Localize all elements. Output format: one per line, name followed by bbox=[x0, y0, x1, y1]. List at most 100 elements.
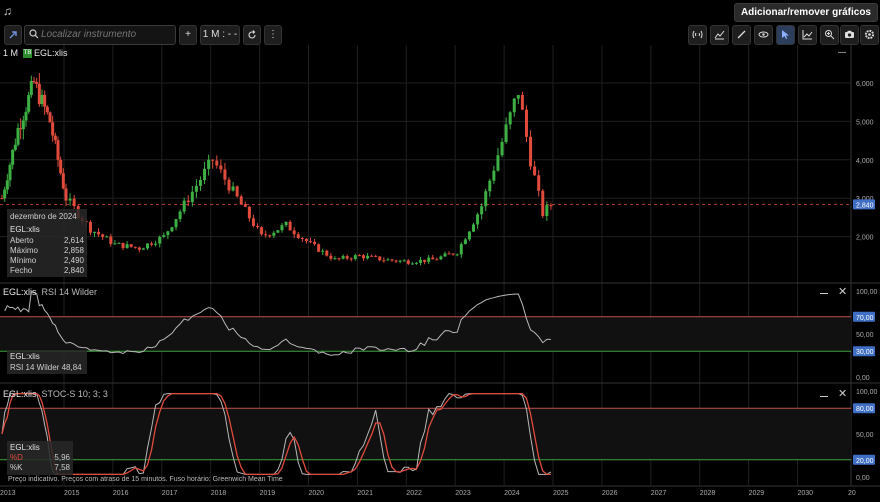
search-icon bbox=[29, 29, 39, 39]
symbol-label[interactable]: EGL:xlis bbox=[34, 48, 68, 58]
candle-body bbox=[0, 198, 4, 200]
stoch-minimize-icon[interactable] bbox=[820, 396, 828, 397]
year-axis-label: 2022 bbox=[406, 490, 422, 497]
rsi-minimize-icon[interactable] bbox=[820, 293, 828, 294]
more-vert-icon[interactable]: ⋮ bbox=[264, 25, 282, 45]
stoch-band bbox=[0, 408, 851, 460]
stoch-level-badge bbox=[853, 454, 875, 465]
candle-body bbox=[178, 211, 182, 220]
candle-body bbox=[51, 122, 55, 136]
candle-body bbox=[504, 124, 508, 142]
candle-body bbox=[231, 186, 235, 191]
footer-note: Preço indicativo. Preços com atraso de 1… bbox=[8, 476, 283, 483]
add-remove-charts-button[interactable]: Adicionar/remover gráficos bbox=[733, 3, 878, 22]
trend-icon[interactable] bbox=[798, 25, 817, 45]
candle-body bbox=[251, 218, 255, 226]
rsi-close-icon[interactable]: ✕ bbox=[838, 286, 848, 298]
candle-body bbox=[158, 236, 162, 244]
stoch-title: EGL:xlis STOC-S 10; 3; 3 bbox=[3, 389, 108, 399]
candle-body bbox=[37, 83, 41, 105]
candle-body bbox=[296, 234, 300, 239]
rsi-level-badge bbox=[853, 311, 875, 322]
candle-body bbox=[370, 255, 374, 257]
stoch-level-label: 80,00 bbox=[856, 406, 874, 413]
toolbar: + 1 M : - - ⋮ bbox=[0, 23, 880, 45]
candle-body bbox=[333, 258, 337, 260]
candle-body bbox=[545, 205, 549, 216]
candle-body bbox=[154, 243, 158, 245]
interval-selector[interactable]: 1 M : - - bbox=[200, 25, 240, 45]
link-icon[interactable] bbox=[4, 25, 22, 45]
stoch-tick-label: 0,00 bbox=[856, 475, 870, 482]
tooltip-row-low: Mínimo 2,490 bbox=[10, 256, 84, 265]
candle-body bbox=[215, 160, 219, 166]
rsi-info-box: EGL:xlis RSI 14 Wilder 48,84 bbox=[7, 350, 87, 374]
candle-body bbox=[288, 221, 292, 231]
gear-icon[interactable] bbox=[860, 25, 879, 45]
candle-body bbox=[398, 260, 402, 262]
year-axis-label: 2026 bbox=[602, 490, 618, 497]
eye-icon[interactable] bbox=[754, 25, 773, 45]
draw-icon[interactable] bbox=[710, 25, 729, 45]
candle-body bbox=[524, 109, 528, 137]
stoch-d-value: 5,96 bbox=[54, 453, 70, 462]
symbol-badge: TB bbox=[23, 49, 33, 59]
candle-body bbox=[247, 206, 251, 219]
candle-body bbox=[341, 256, 345, 259]
candle-body bbox=[109, 236, 113, 244]
tooltip-row-close: Fecho 2,840 bbox=[10, 266, 84, 275]
rsi-level-label: 70,00 bbox=[856, 315, 874, 322]
search-input[interactable] bbox=[41, 29, 166, 40]
zoom-icon[interactable] bbox=[820, 25, 839, 45]
chart-canvas[interactable]: 6,0005,0004,0003,0002,0002,840100,0050,0… bbox=[0, 45, 880, 502]
stoch-params: STOC-S 10; 3; 3 bbox=[41, 389, 108, 399]
candle-body bbox=[13, 144, 17, 150]
price-tick-label: 4,000 bbox=[856, 158, 874, 165]
stoch-symbol[interactable]: EGL:xlis bbox=[3, 389, 37, 399]
signal-icon[interactable] bbox=[688, 25, 707, 45]
year-axis-label: 2020 bbox=[309, 490, 325, 497]
candlesticks bbox=[0, 73, 553, 266]
search-box[interactable] bbox=[24, 25, 176, 45]
candle-body bbox=[88, 221, 92, 233]
rsi-band bbox=[0, 316, 851, 352]
candle-body bbox=[190, 191, 194, 203]
candle-body bbox=[394, 260, 398, 262]
candle-body bbox=[337, 258, 341, 260]
candle-body bbox=[374, 255, 378, 257]
music-note-icon[interactable]: ♫ bbox=[3, 4, 12, 18]
candle-body bbox=[264, 234, 268, 236]
rsi-panel bbox=[0, 291, 851, 356]
candle-body bbox=[43, 94, 47, 107]
camera-icon[interactable] bbox=[840, 25, 859, 45]
candle-body bbox=[488, 180, 492, 192]
rsi-title: EGL:xlis RSI 14 Wilder bbox=[3, 287, 97, 297]
candle-body bbox=[243, 204, 247, 207]
candle-body bbox=[93, 231, 97, 233]
year-axis-label: 2016 bbox=[113, 490, 129, 497]
candle-body bbox=[194, 185, 198, 192]
rsi-line bbox=[4, 291, 551, 356]
candle-body bbox=[129, 244, 133, 247]
candle-body bbox=[24, 111, 28, 121]
candle-body bbox=[117, 242, 121, 244]
refresh-icon[interactable] bbox=[243, 25, 261, 45]
candle-body bbox=[529, 136, 533, 167]
candle-body bbox=[321, 250, 325, 252]
rsi-info-value: 48,84 bbox=[61, 363, 82, 372]
cursor-icon[interactable] bbox=[776, 25, 795, 45]
candle-body bbox=[439, 256, 443, 260]
stoch-k-value: 7,58 bbox=[54, 463, 70, 472]
candle-body bbox=[133, 246, 137, 248]
stoch-close-icon[interactable]: ✕ bbox=[838, 388, 848, 400]
candle-body bbox=[427, 257, 431, 262]
panel-minimize-icon[interactable] bbox=[838, 52, 846, 53]
rsi-tick-label: 50,00 bbox=[856, 332, 874, 339]
candle-body bbox=[317, 244, 321, 252]
rsi-symbol[interactable]: EGL:xlis bbox=[3, 287, 37, 297]
add-instrument-button[interactable]: + bbox=[179, 25, 197, 45]
year-axis-label: 2024 bbox=[504, 490, 520, 497]
stoch-info-symbol: EGL:xlis bbox=[10, 443, 40, 452]
candle-body bbox=[484, 191, 488, 207]
line-tool-icon[interactable] bbox=[732, 25, 751, 45]
